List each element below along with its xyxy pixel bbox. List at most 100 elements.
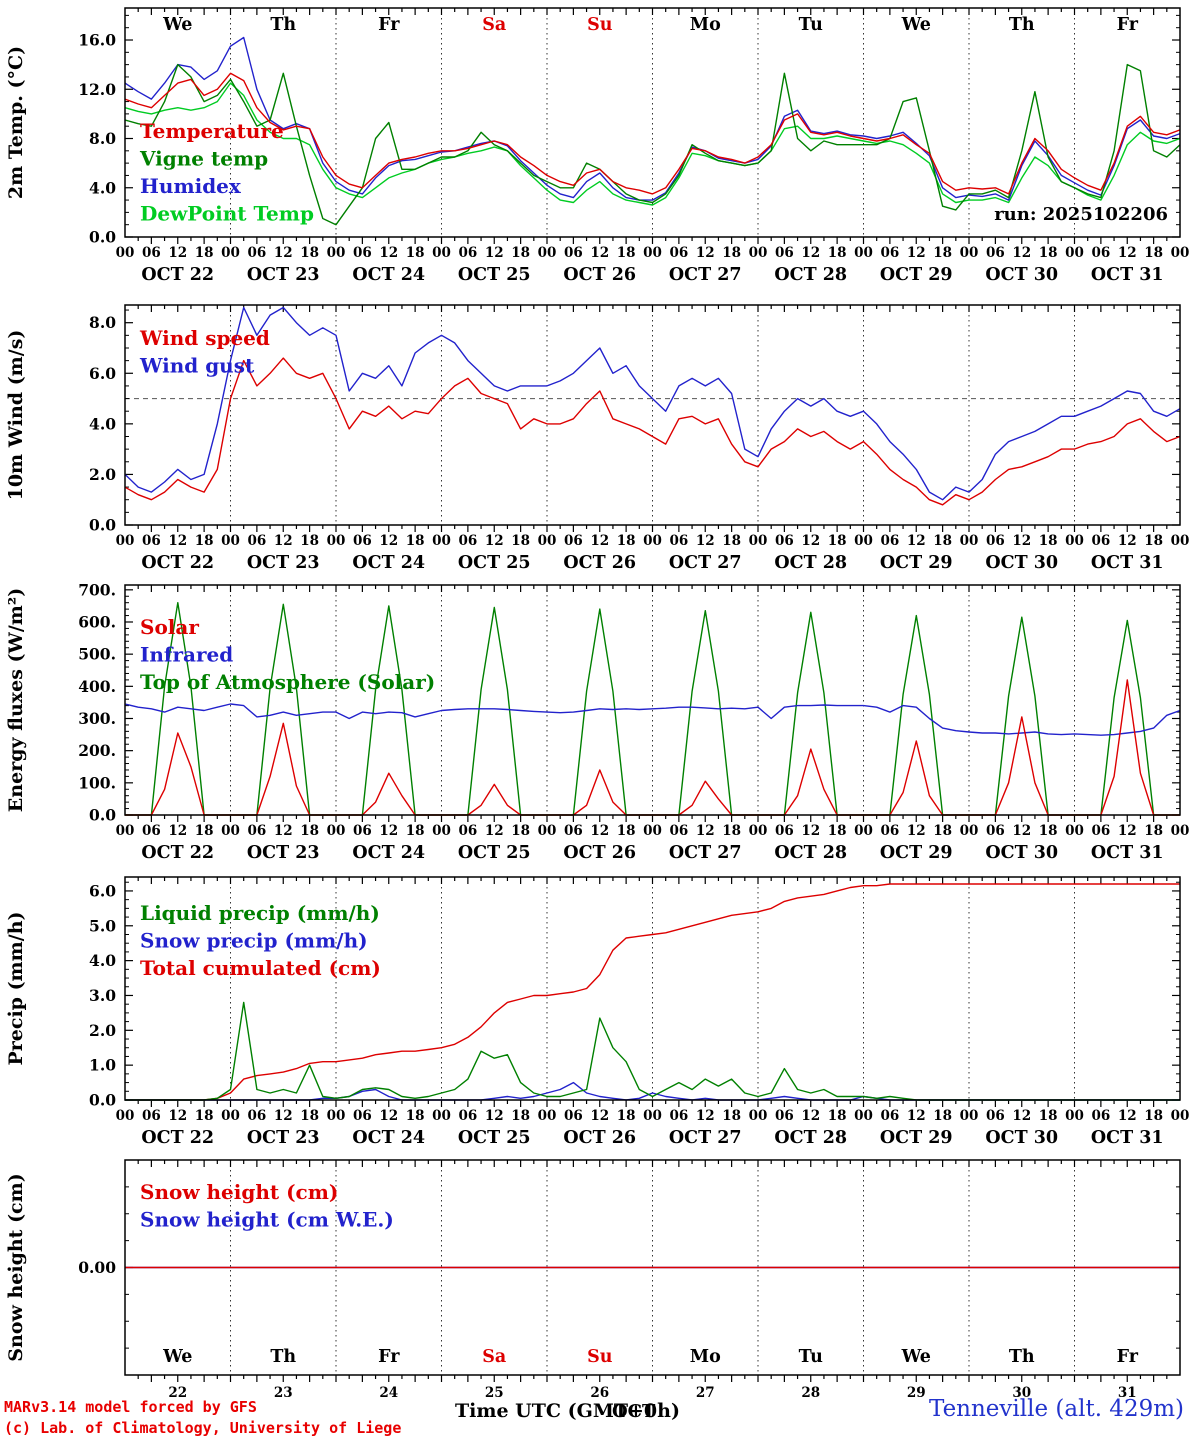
day-label: OCT 26: [563, 553, 636, 573]
wind-gust-line: [124, 306, 1181, 501]
weekday-label: Th: [270, 1347, 296, 1367]
day-label: OCT 31: [1091, 843, 1164, 863]
hour-tick-label: 18: [406, 1108, 425, 1124]
hour-tick-label: 12: [1012, 1108, 1031, 1124]
y-axis-title: 2m Temp. (°C): [5, 46, 27, 199]
y-tick-label: 0.00: [78, 1258, 116, 1277]
weekday-label: We: [162, 1347, 192, 1367]
hour-tick-label: 12: [696, 823, 715, 839]
y-tick-label: 300.: [78, 709, 116, 728]
hour-tick-label: 06: [458, 1108, 477, 1124]
y-tick-label: 0.0: [89, 228, 116, 247]
hour-tick-label: 18: [300, 823, 319, 839]
hour-tick-label: 06: [142, 1108, 161, 1124]
hour-tick-label: 06: [247, 533, 266, 549]
day-number-label: 29: [907, 1385, 926, 1401]
hour-tick-label: 18: [617, 245, 636, 261]
y-tick-label: 3.0: [89, 986, 116, 1005]
y-tick-label: 100.: [78, 773, 116, 792]
hour-tick-label: 18: [1039, 823, 1058, 839]
hour-tick-label: 06: [669, 533, 688, 549]
day-label: OCT 27: [669, 553, 742, 573]
hour-tick-label: 18: [1144, 1108, 1163, 1124]
day-label: OCT 25: [458, 265, 531, 285]
hour-tick-label: 00: [643, 533, 662, 549]
legend-snow-height-cm: Snow height (cm): [140, 1180, 338, 1204]
day-label: OCT 31: [1091, 265, 1164, 285]
weekday-label: Fr: [1117, 1347, 1139, 1367]
hour-tick-label: 12: [801, 245, 820, 261]
hour-tick-label: 06: [247, 245, 266, 261]
hour-tick-label: 06: [775, 1108, 794, 1124]
total-cumulated-cm-line: [125, 883, 1180, 1101]
hour-tick-label: 18: [828, 1108, 847, 1124]
hour-tick-label: 06: [1091, 245, 1110, 261]
hour-tick-label: 18: [406, 823, 425, 839]
legend-vigne-temp: Vigne temp: [139, 147, 268, 171]
hour-tick-label: 00: [116, 533, 135, 549]
day-label: OCT 31: [1091, 553, 1164, 573]
day-label: OCT 23: [247, 843, 320, 863]
hour-tick-label: 06: [564, 245, 583, 261]
hour-tick-label: 06: [142, 533, 161, 549]
hour-tick-label: 00: [960, 1108, 979, 1124]
hour-tick-label: 18: [1039, 533, 1058, 549]
hour-tick-label: 06: [669, 823, 688, 839]
hour-tick-label: 18: [511, 533, 530, 549]
hour-tick-label: 06: [458, 533, 477, 549]
hour-tick-label: 12: [1012, 245, 1031, 261]
day-label: OCT 23: [247, 1128, 320, 1148]
hour-tick-label: 00: [432, 1108, 451, 1124]
hour-tick-label: 00: [1065, 245, 1084, 261]
hour-tick-label: 12: [485, 1108, 504, 1124]
y-tick-label: 200.: [78, 741, 116, 760]
hour-tick-label: 00: [116, 823, 135, 839]
hour-tick-label: 12: [696, 1108, 715, 1124]
panel-border: [124, 1159, 1181, 1376]
hour-tick-label: 18: [828, 823, 847, 839]
hour-tick-label: 00: [1171, 533, 1190, 549]
day-number-label: 28: [801, 1385, 820, 1401]
hour-tick-label: 12: [1118, 245, 1137, 261]
hour-tick-label: 00: [960, 245, 979, 261]
hour-tick-label: 18: [1039, 1108, 1058, 1124]
hour-tick-label: 12: [907, 533, 926, 549]
hour-tick-label: 12: [485, 245, 504, 261]
y-tick-label: 8.0: [89, 313, 116, 332]
hour-tick-label: 18: [195, 823, 214, 839]
day-label: OCT 24: [352, 553, 425, 573]
hour-tick-label: 00: [538, 823, 557, 839]
weekday-label: Th: [1009, 1347, 1035, 1367]
hour-tick-label: 12: [1012, 533, 1031, 549]
day-label: OCT 22: [141, 553, 214, 573]
hour-tick-label: 12: [379, 1108, 398, 1124]
weekday-label: Tu: [799, 1347, 823, 1367]
y-tick-label: 1.0: [89, 1056, 116, 1075]
hour-tick-label: 12: [907, 1108, 926, 1124]
hour-tick-label: 06: [458, 245, 477, 261]
hour-tick-label: 18: [617, 1108, 636, 1124]
hour-tick-label: 12: [168, 823, 187, 839]
temperature-line: [124, 72, 1181, 195]
hour-tick-label: 06: [142, 245, 161, 261]
hour-tick-label: 00: [538, 533, 557, 549]
panel-precip: 0.0 1.0 2.0 3.0 4.0 5.0 6.0 Liquid precip (mm/h…: [5, 876, 1190, 1148]
day-label: OCT 26: [563, 843, 636, 863]
hour-tick-label: 18: [722, 533, 741, 549]
hour-tick-label: 12: [590, 245, 609, 261]
hour-tick-label: 18: [300, 533, 319, 549]
y-tick-label: 4.0: [89, 951, 116, 970]
hour-tick-label: 00: [960, 533, 979, 549]
hour-tick-label: 00: [116, 1108, 135, 1124]
hour-tick-label: 00: [1065, 1108, 1084, 1124]
hour-tick-label: 00: [1171, 1108, 1190, 1124]
legend-wind-speed: Wind speed: [139, 326, 270, 350]
y-tick-label: 500.: [78, 645, 116, 664]
legend-solar: Solar: [140, 615, 199, 639]
hour-tick-label: 06: [564, 823, 583, 839]
hour-tick-label: 12: [1118, 1108, 1137, 1124]
hour-tick-label: 00: [432, 245, 451, 261]
y-tick-label: 16.0: [78, 31, 116, 50]
hour-tick-label: 12: [801, 533, 820, 549]
panel-flux: 0.0 100. 200. 300. 400. 500. 600. 700. Solar Infr…: [5, 580, 1189, 863]
